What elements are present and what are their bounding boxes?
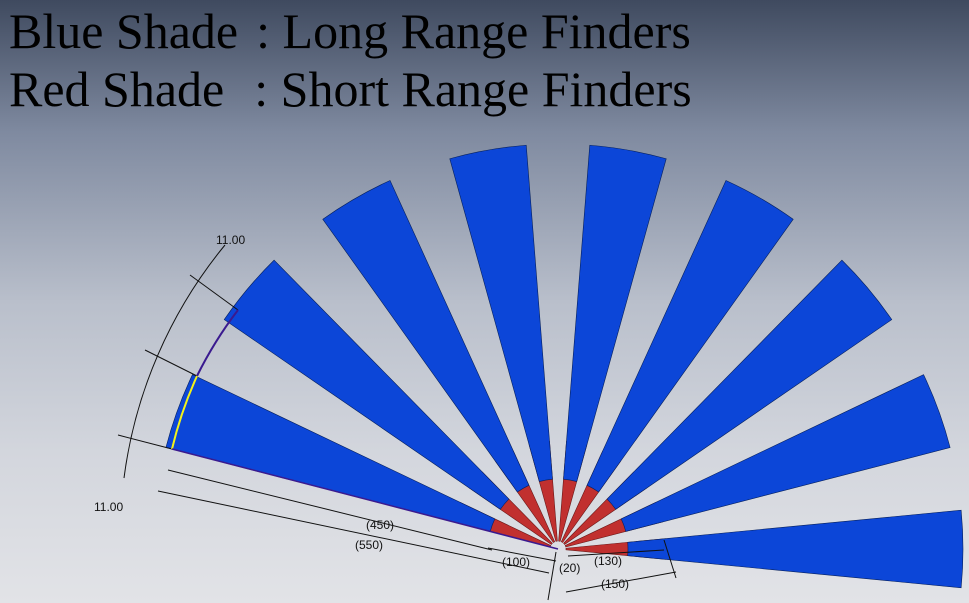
- long-range-sector: [223, 259, 510, 510]
- long-range-sector: [563, 144, 667, 482]
- long-range-sectors: [165, 144, 964, 589]
- legend-blue: Blue Shade: Long Range Finders: [9, 2, 692, 60]
- dim-line-100: [487, 547, 557, 562]
- dim-line-130: [567, 549, 665, 557]
- angle-label-top: 11.00: [216, 233, 245, 247]
- dim-label-450: (450): [366, 518, 394, 532]
- legend-red-meaning: Short Range Finders: [280, 61, 692, 117]
- angle-extension-line-3: [117, 434, 173, 450]
- legend-red-separator: :: [254, 61, 281, 117]
- long-range-sector: [627, 509, 964, 589]
- legend: Blue Shade: Long Range Finders Red Shade…: [9, 2, 692, 118]
- dim-ext-center: [547, 551, 557, 601]
- legend-red-shade: Red Shade: [9, 61, 225, 117]
- purple-sketch-edge: [196, 309, 239, 377]
- long-range-sector: [586, 180, 794, 493]
- dimension-annotations: 11.00 11.00 (450) (550) (100) (20) (130)…: [94, 233, 677, 601]
- long-range-sector: [606, 259, 893, 510]
- angle-dimension-arc: [123, 244, 226, 479]
- angle-extension-line-1: [189, 274, 239, 311]
- dim-label-150: (150): [601, 577, 629, 591]
- dim-line-550: [157, 490, 550, 574]
- yellow-sketch-edge: [171, 375, 198, 450]
- legend-blue-meaning: Long Range Finders: [282, 3, 691, 59]
- dim-ext-150: [663, 539, 677, 579]
- legend-red: Red Shade: Short Range Finders: [9, 60, 692, 118]
- long-range-sector: [449, 144, 553, 482]
- dim-label-20: (20): [559, 561, 580, 575]
- angle-extension-line-2: [144, 349, 198, 377]
- long-range-sector: [322, 180, 530, 493]
- purple-baseline: [171, 448, 559, 550]
- legend-blue-shade: Blue Shade: [9, 3, 239, 59]
- dim-label-100: (100): [502, 555, 530, 569]
- angle-label-bottom: 11.00: [94, 500, 123, 514]
- dim-line-150: [565, 571, 677, 593]
- dim-line-450: [167, 469, 493, 551]
- legend-blue-separator: :: [256, 3, 283, 59]
- long-range-sector: [620, 374, 951, 532]
- dim-label-550: (550): [355, 538, 383, 552]
- dim-label-130: (130): [594, 554, 622, 568]
